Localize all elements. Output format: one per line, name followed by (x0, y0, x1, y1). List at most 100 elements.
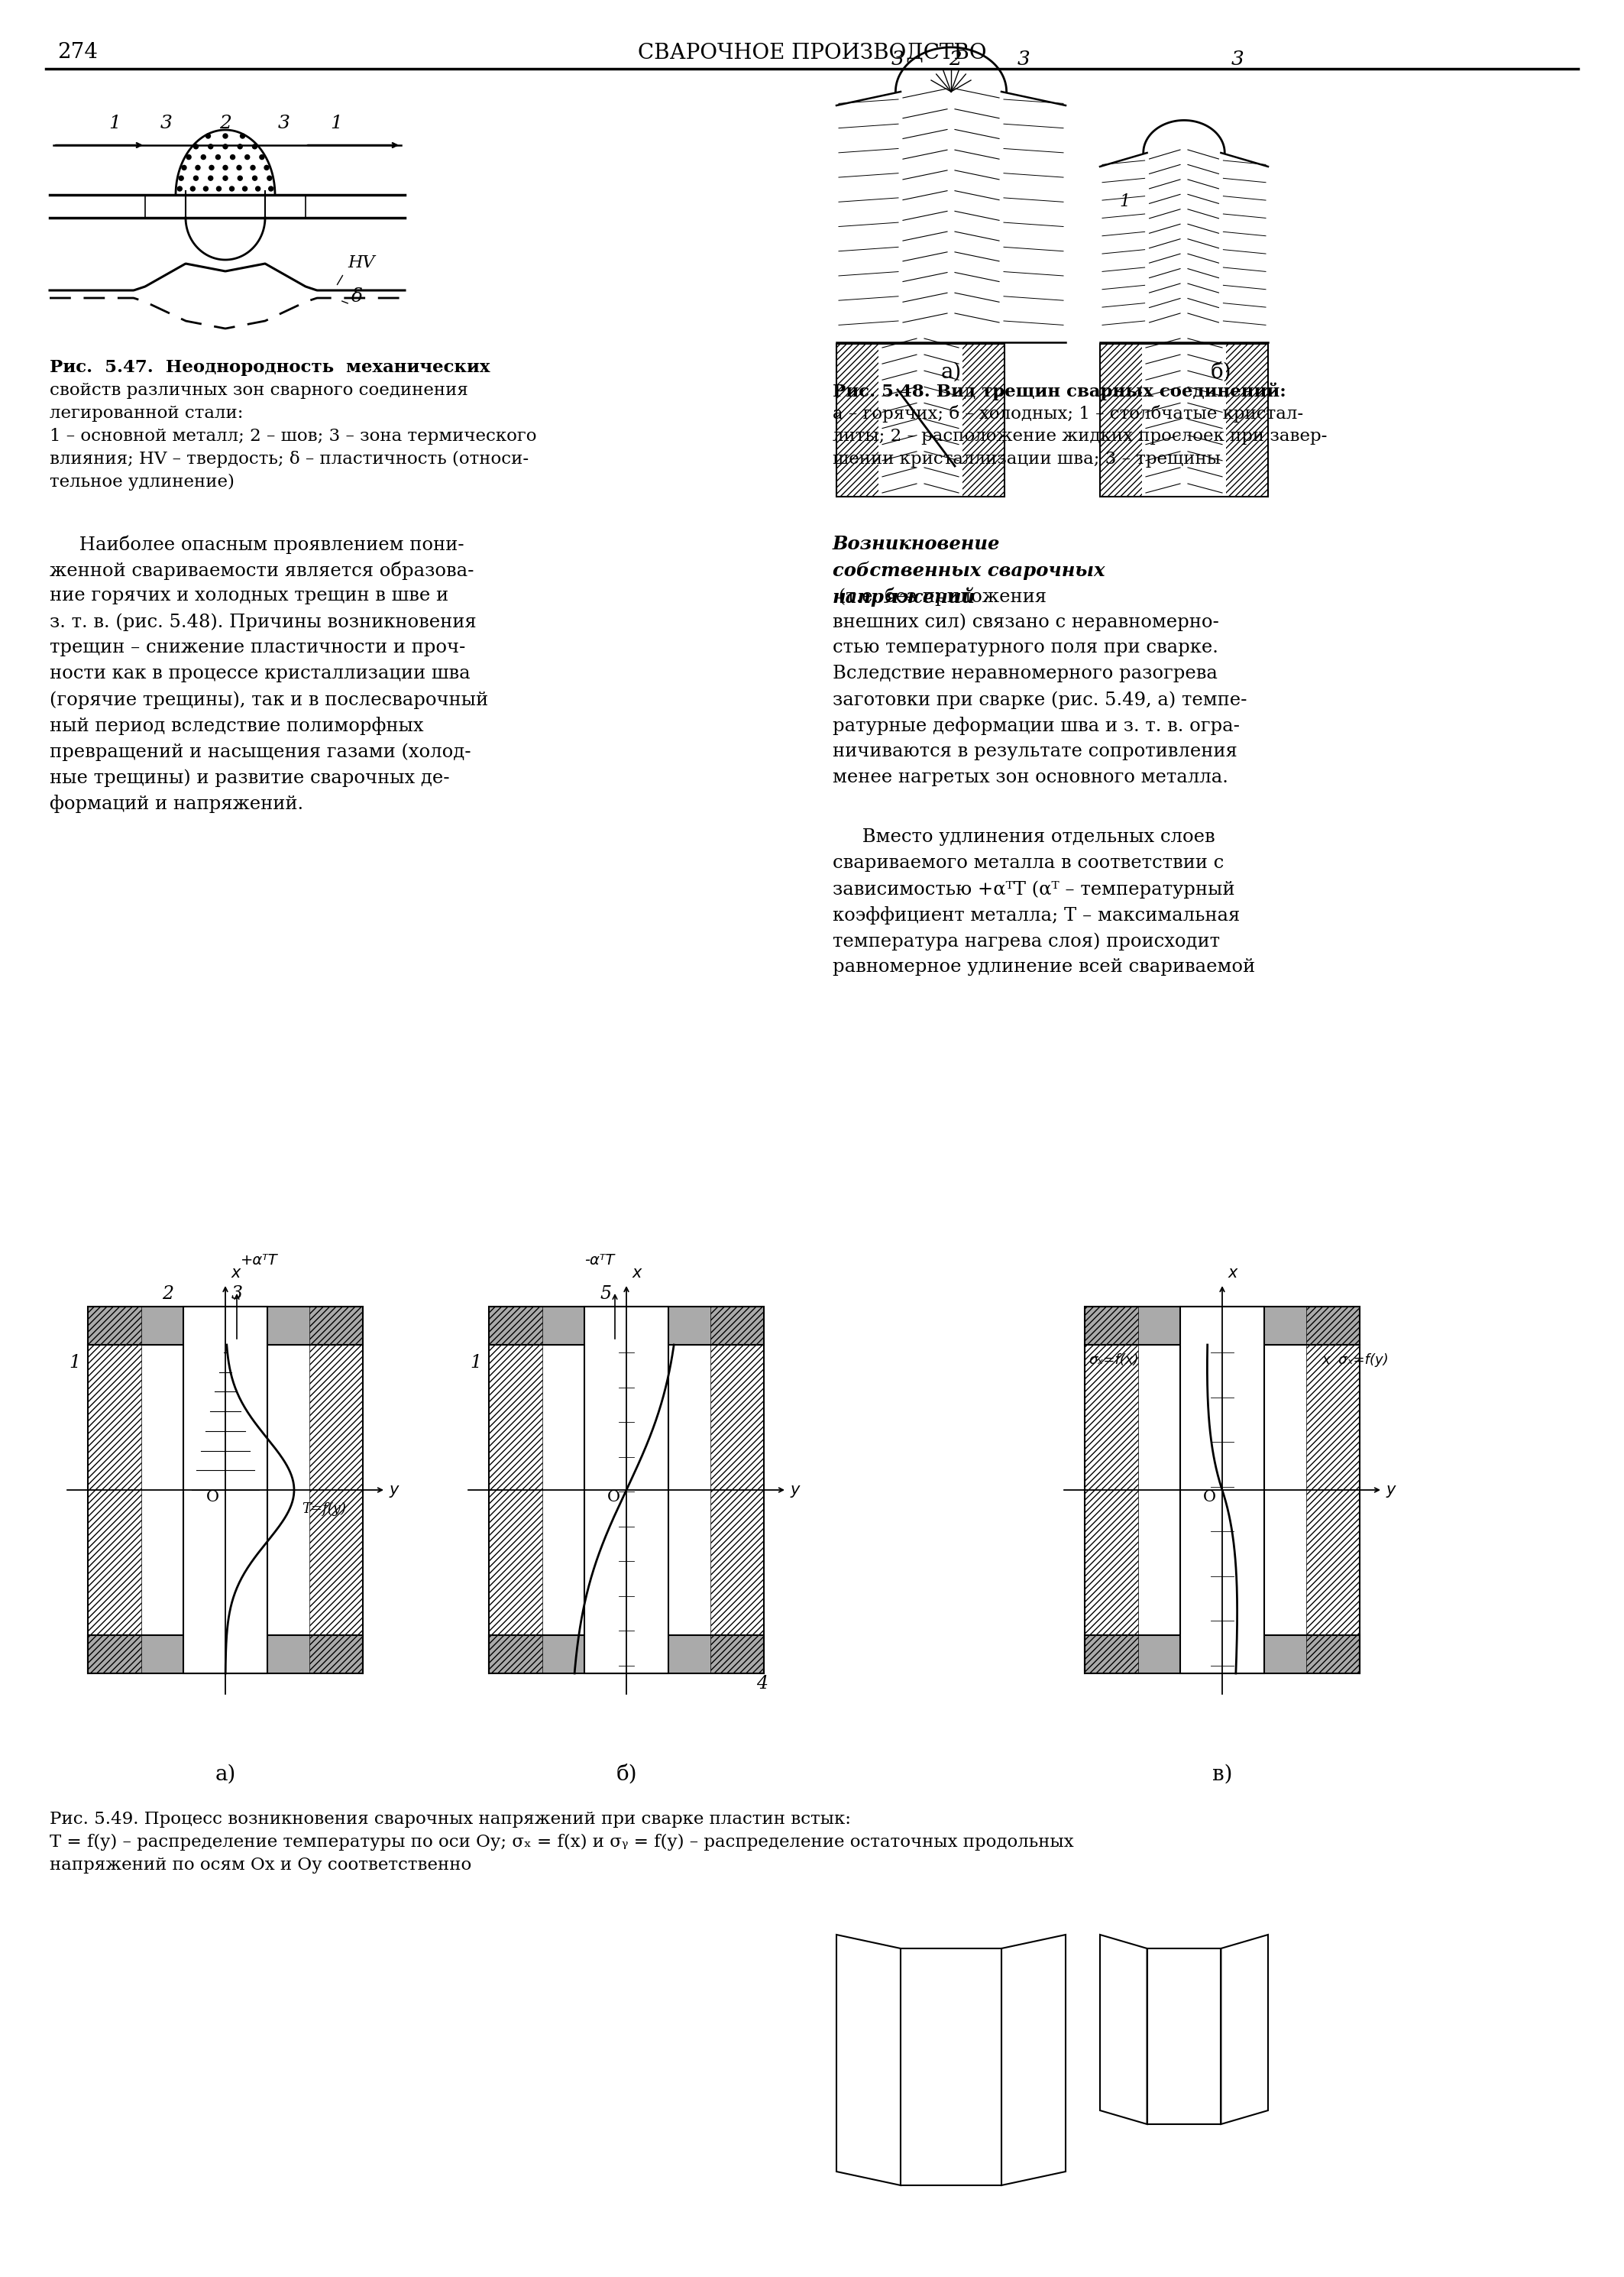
Circle shape (222, 134, 227, 139)
Text: ние горячих и холодных трещин в шве и: ние горячих и холодных трещин в шве и (50, 587, 448, 603)
Text: x: x (1228, 1266, 1237, 1280)
Circle shape (242, 187, 247, 191)
Text: равномерное удлинение всей свариваемой: равномерное удлинение всей свариваемой (833, 959, 1255, 977)
Text: трещин – снижение пластичности и проч-: трещин – снижение пластичности и проч- (50, 640, 466, 656)
Text: а): а) (214, 1765, 235, 1785)
Polygon shape (1147, 1949, 1221, 2124)
Text: з. т. в. (рис. 5.48). Причины возникновения: з. т. в. (рис. 5.48). Причины возникнове… (50, 613, 476, 631)
Text: собственных сварочных: собственных сварочных (833, 560, 1104, 581)
Bar (963, 344, 1005, 496)
Text: а – горячих; б – холодных; 1 – столбчатые кристал-: а – горячих; б – холодных; 1 – столбчаты… (833, 405, 1304, 424)
Text: O: O (1203, 1489, 1216, 1505)
Circle shape (177, 187, 182, 191)
Text: зависимостью +αᵀT (αᵀ – температурный: зависимостью +αᵀT (αᵀ – температурный (833, 881, 1234, 897)
Bar (1099, 344, 1142, 496)
Circle shape (209, 166, 214, 171)
Circle shape (252, 143, 257, 148)
Text: менее нагретых зон основного металла.: менее нагретых зон основного металла. (833, 770, 1228, 786)
Text: +αᵀT: +αᵀT (240, 1252, 278, 1268)
Circle shape (237, 166, 242, 171)
Bar (1085, 1307, 1138, 1674)
Text: (т.е. без приложения: (т.е. без приложения (833, 587, 1046, 606)
Text: y: y (1387, 1482, 1397, 1498)
Text: СВАРОЧНОЕ ПРОИЗВОДСТВО: СВАРОЧНОЕ ПРОИЗВОДСТВО (638, 41, 986, 64)
Text: 2: 2 (162, 1284, 174, 1302)
Text: температура нагрева слоя) происходит: температура нагрева слоя) происходит (833, 931, 1220, 950)
Circle shape (190, 187, 195, 191)
Text: свойств различных зон сварного соединения: свойств различных зон сварного соединени… (50, 383, 468, 398)
Text: а): а) (940, 362, 961, 383)
Text: НV: НV (348, 255, 375, 271)
Circle shape (222, 143, 227, 148)
Polygon shape (1221, 1935, 1268, 2124)
Circle shape (252, 175, 257, 180)
Bar (585, 1307, 669, 1674)
Text: тельное удлинение): тельное удлинение) (50, 474, 234, 490)
Text: 1 – основной металл; 2 – шов; 3 – зона термического: 1 – основной металл; 2 – шов; 3 – зона т… (50, 428, 536, 444)
Text: -αᵀT: -αᵀT (585, 1252, 614, 1268)
Text: 3: 3 (1231, 50, 1244, 68)
Text: ничиваются в результате сопротивления: ничиваются в результате сопротивления (833, 742, 1237, 761)
Bar (88, 1307, 141, 1674)
Text: ные трещины) и развитие сварочных де-: ные трещины) и развитие сварочных де- (50, 770, 450, 786)
Circle shape (222, 166, 227, 171)
Circle shape (206, 134, 211, 139)
Bar (489, 1635, 763, 1674)
Circle shape (187, 155, 192, 159)
Text: б): б) (615, 1765, 637, 1785)
Bar (1085, 1307, 1359, 1346)
Text: 1: 1 (68, 1355, 80, 1371)
Text: 1: 1 (109, 114, 120, 132)
Text: 3: 3 (892, 50, 905, 68)
Circle shape (193, 175, 198, 180)
Text: легированной стали:: легированной стали: (50, 405, 244, 421)
Circle shape (268, 175, 271, 180)
Text: x: x (232, 1266, 240, 1280)
Bar (1226, 344, 1268, 496)
Text: коэффициент металла; T – максимальная: коэффициент металла; T – максимальная (833, 906, 1241, 924)
Text: литы; 2 – расположение жидких прослоек при завер-: литы; 2 – расположение жидких прослоек п… (833, 428, 1327, 444)
Text: напряжений: напряжений (833, 587, 976, 606)
Text: 2: 2 (948, 50, 961, 68)
Bar (710, 1307, 763, 1674)
Circle shape (216, 187, 221, 191)
Polygon shape (901, 1949, 1002, 2186)
Circle shape (222, 175, 227, 180)
Circle shape (208, 175, 213, 180)
Text: 3: 3 (161, 114, 172, 132)
Text: превращений и насыщения газами (холод-: превращений и насыщения газами (холод- (50, 742, 471, 761)
Text: 1: 1 (330, 114, 343, 132)
Circle shape (203, 187, 208, 191)
Text: δ: δ (351, 289, 362, 305)
Bar (1181, 1307, 1263, 1674)
Text: 1: 1 (1119, 194, 1130, 209)
Polygon shape (1099, 1935, 1147, 2124)
Bar (309, 1307, 362, 1674)
Bar (489, 1307, 542, 1674)
Bar (1306, 1307, 1359, 1674)
Text: 3: 3 (1017, 50, 1030, 68)
Text: женной свариваемости является образова-: женной свариваемости является образова- (50, 560, 474, 581)
Circle shape (250, 166, 255, 171)
Text: T = f(y) – распределение температуры по оси Оу; σₓ = f(x) и σᵧ = f(y) – распреде: T = f(y) – распределение температуры по … (50, 1833, 1073, 1851)
Text: ности как в процессе кристаллизации шва: ности как в процессе кристаллизации шва (50, 665, 471, 683)
Text: x: x (632, 1266, 641, 1280)
Circle shape (216, 155, 221, 159)
Text: O: O (607, 1489, 620, 1505)
Text: 1: 1 (469, 1355, 481, 1371)
Circle shape (201, 155, 206, 159)
Text: шении кристаллизации шва; 3 – трещины: шении кристаллизации шва; 3 – трещины (833, 451, 1221, 467)
Text: y: y (791, 1482, 801, 1498)
Circle shape (265, 166, 270, 171)
Text: 3: 3 (278, 114, 291, 132)
Polygon shape (836, 1935, 901, 2186)
Circle shape (245, 155, 250, 159)
Text: T=f(y): T=f(y) (302, 1503, 346, 1516)
Bar (836, 344, 1005, 496)
Text: σₓ=f(x): σₓ=f(x) (1088, 1353, 1138, 1366)
Text: x  σₓ=f(y): x σₓ=f(y) (1322, 1353, 1389, 1366)
Text: влияния; НV – твердость; δ – пластичность (относи-: влияния; НV – твердость; δ – пластичност… (50, 451, 529, 467)
Text: формаций и напряжений.: формаций и напряжений. (50, 795, 304, 813)
Bar (489, 1307, 763, 1346)
Circle shape (268, 187, 273, 191)
